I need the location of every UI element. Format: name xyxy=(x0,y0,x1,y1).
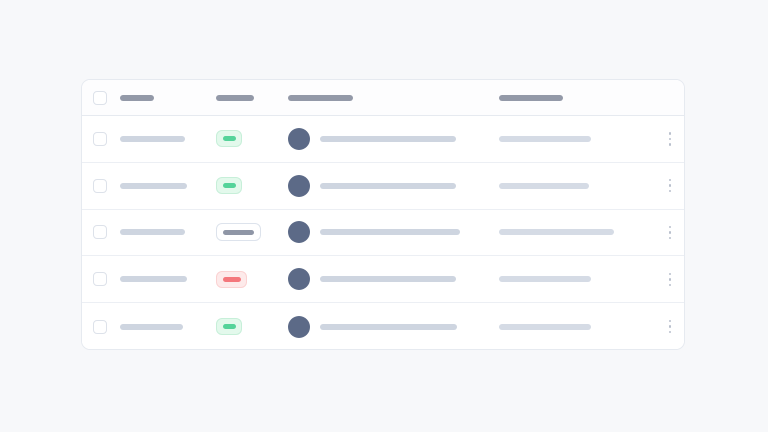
header-column-4[interactable] xyxy=(499,80,654,115)
status-badge-placeholder xyxy=(223,229,254,235)
header-column-1[interactable] xyxy=(120,80,216,115)
row-checkbox[interactable] xyxy=(93,178,107,193)
status-badge-success xyxy=(216,177,242,195)
user-placeholder-bar xyxy=(320,276,456,283)
name-placeholder-bar xyxy=(120,323,183,330)
row-name-cell xyxy=(120,163,216,209)
meta-placeholder-bar xyxy=(499,135,591,142)
avatar xyxy=(288,127,310,150)
avatar xyxy=(288,221,310,244)
header-select-all-cell xyxy=(82,80,120,115)
row-name-cell xyxy=(120,256,216,302)
status-badge-placeholder xyxy=(222,136,236,142)
row-select-cell xyxy=(82,210,120,256)
header-column-2[interactable] xyxy=(216,80,288,115)
row-user-cell xyxy=(288,256,499,302)
header-placeholder-1 xyxy=(120,94,154,101)
row-meta-cell xyxy=(499,116,654,162)
row-status-cell xyxy=(216,210,288,256)
table-body xyxy=(82,116,684,349)
more-options-icon[interactable] xyxy=(663,222,677,242)
more-options-icon[interactable] xyxy=(663,269,677,289)
select-all-checkbox[interactable] xyxy=(93,90,107,105)
name-placeholder-bar xyxy=(120,229,185,236)
header-actions-cell xyxy=(654,80,684,115)
status-badge-placeholder xyxy=(222,276,241,282)
status-badge-placeholder xyxy=(222,324,236,330)
row-user-cell xyxy=(288,163,499,209)
header-placeholder-2 xyxy=(216,94,254,101)
status-badge-success xyxy=(216,318,242,336)
more-options-icon[interactable] xyxy=(663,176,677,196)
row-actions-cell[interactable] xyxy=(654,163,684,209)
user-skeleton xyxy=(288,221,460,244)
avatar xyxy=(288,268,310,291)
row-actions-cell[interactable] xyxy=(654,210,684,256)
row-status-cell xyxy=(216,163,288,209)
row-checkbox[interactable] xyxy=(93,272,107,287)
user-placeholder-bar xyxy=(320,182,456,189)
row-meta-cell xyxy=(499,210,654,256)
row-meta-cell xyxy=(499,163,654,209)
meta-placeholder-bar xyxy=(499,276,591,283)
row-actions-cell[interactable] xyxy=(654,116,684,162)
table-row[interactable] xyxy=(82,303,684,349)
more-options-icon[interactable] xyxy=(663,129,677,149)
row-name-cell xyxy=(120,210,216,256)
row-user-cell xyxy=(288,210,499,256)
more-options-icon[interactable] xyxy=(663,317,677,337)
meta-placeholder-bar xyxy=(499,229,614,236)
row-checkbox[interactable] xyxy=(93,319,107,334)
row-select-cell xyxy=(82,116,120,162)
status-badge-neutral xyxy=(216,223,261,242)
user-placeholder-bar xyxy=(320,229,460,236)
row-user-cell xyxy=(288,303,499,349)
row-user-cell xyxy=(288,116,499,162)
status-badge-placeholder xyxy=(222,183,236,189)
avatar xyxy=(288,174,310,197)
status-badge-danger xyxy=(216,270,247,288)
avatar xyxy=(288,315,310,338)
table-row[interactable] xyxy=(82,162,684,210)
row-checkbox[interactable] xyxy=(93,225,107,240)
table-row[interactable] xyxy=(82,116,684,163)
user-skeleton xyxy=(288,127,456,150)
user-skeleton xyxy=(288,268,456,291)
row-select-cell xyxy=(82,256,120,302)
row-actions-cell[interactable] xyxy=(654,303,684,349)
header-column-3[interactable] xyxy=(288,80,499,115)
user-placeholder-bar xyxy=(320,323,457,330)
row-actions-cell[interactable] xyxy=(654,256,684,302)
meta-placeholder-bar xyxy=(499,182,589,189)
data-table-card xyxy=(81,79,685,350)
table-header-row xyxy=(82,80,684,116)
row-status-cell xyxy=(216,116,288,162)
row-meta-cell xyxy=(499,256,654,302)
name-placeholder-bar xyxy=(120,182,187,189)
row-name-cell xyxy=(120,303,216,349)
meta-placeholder-bar xyxy=(499,323,591,330)
name-placeholder-bar xyxy=(120,276,187,283)
row-status-cell xyxy=(216,303,288,349)
table-row[interactable] xyxy=(82,209,684,257)
row-checkbox[interactable] xyxy=(93,131,107,146)
row-name-cell xyxy=(120,116,216,162)
user-placeholder-bar xyxy=(320,135,456,142)
status-badge-success xyxy=(216,130,242,148)
row-meta-cell xyxy=(499,303,654,349)
header-placeholder-4 xyxy=(499,94,563,101)
user-skeleton xyxy=(288,174,456,197)
user-skeleton xyxy=(288,315,457,338)
row-select-cell xyxy=(82,163,120,209)
name-placeholder-bar xyxy=(120,135,185,142)
table-row[interactable] xyxy=(82,256,684,304)
row-status-cell xyxy=(216,256,288,302)
row-select-cell xyxy=(82,303,120,349)
header-placeholder-3 xyxy=(288,94,353,101)
